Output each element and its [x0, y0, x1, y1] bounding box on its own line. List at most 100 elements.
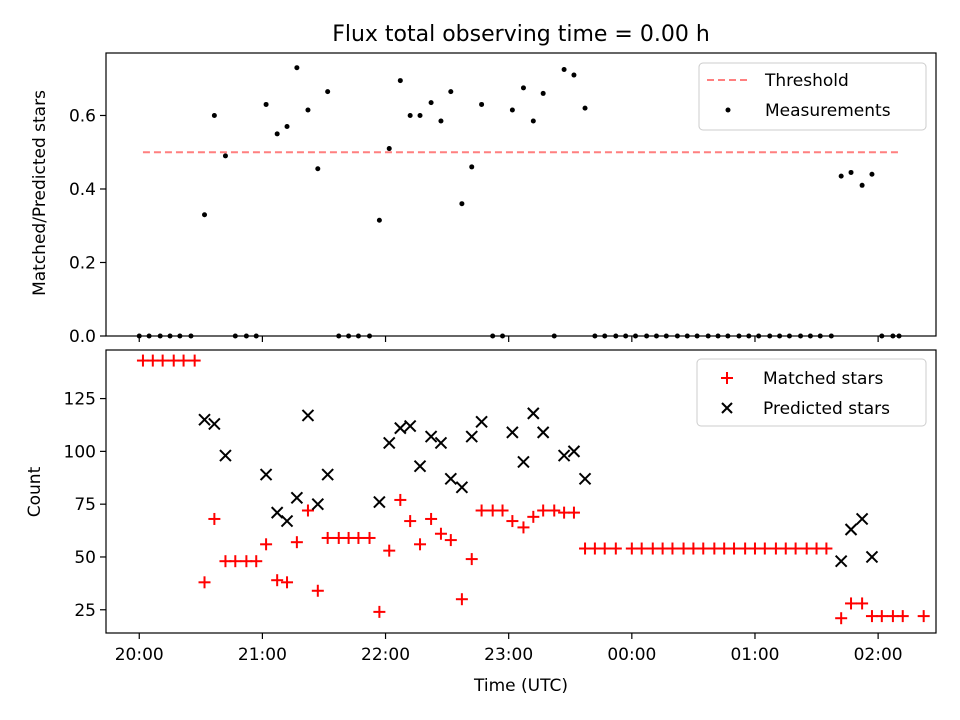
matched-star-point	[290, 536, 303, 549]
matched-star-point	[465, 553, 478, 566]
predicted-star-point	[198, 413, 211, 426]
matched-star-point	[434, 527, 447, 540]
measurement-point	[869, 171, 875, 177]
matched-star-point	[250, 555, 263, 568]
legend-threshold-label: Threshold	[764, 71, 849, 91]
predicted-star-point	[403, 419, 417, 433]
measurement-point	[448, 89, 454, 95]
y-tick-label: 75	[74, 495, 96, 515]
legend-predicted-swatch	[721, 402, 733, 414]
matched-star-point	[517, 521, 530, 534]
matched-star-point	[414, 538, 427, 551]
measurement-point	[561, 67, 567, 73]
predicted-star-point	[465, 430, 478, 443]
y-tick-label: 0.0	[69, 327, 96, 347]
measurement-point	[438, 118, 444, 124]
measurement-point	[315, 166, 321, 172]
matched-star-point	[229, 555, 242, 568]
measurement-point	[530, 118, 536, 124]
predicted-star-point	[567, 445, 581, 458]
matched-star-point	[444, 534, 457, 547]
matched-star-point	[260, 538, 273, 551]
measurement-point	[848, 169, 854, 175]
measurement-point	[263, 101, 269, 107]
predicted-star-point	[578, 472, 592, 486]
matched-star-point	[609, 542, 622, 555]
matched-star-point	[896, 610, 909, 623]
legend-measurements-swatch	[725, 107, 731, 113]
matched-star-point	[917, 610, 930, 623]
predicted-star-point	[383, 436, 396, 450]
predicted-star-point	[413, 459, 427, 473]
matched-star-point	[394, 493, 407, 506]
measurement-point	[520, 85, 526, 91]
measurement-point	[211, 112, 217, 118]
x-tick-label: 00:00	[607, 645, 656, 665]
measurement-point	[274, 131, 280, 137]
predicted-star-point	[424, 430, 438, 443]
y-tick-label: 0.4	[69, 180, 96, 200]
predicted-star-point	[373, 495, 386, 509]
measurement-point	[407, 112, 413, 118]
predicted-star-point	[855, 512, 869, 526]
count-panel-y-ticks: 25 50 75 100 125	[64, 390, 106, 621]
matched-star-point	[548, 504, 561, 517]
matched-star-point	[537, 504, 550, 517]
measurement-point	[222, 153, 228, 159]
predicted-star-point	[444, 472, 458, 486]
series-matched-stars	[136, 354, 930, 625]
matched-star-point	[567, 506, 580, 519]
matched-star-point	[425, 512, 438, 525]
matched-star-point	[373, 605, 386, 618]
matched-star-point	[728, 542, 741, 555]
legend-measurements-label: Measurements	[765, 101, 891, 121]
predicted-star-point	[455, 481, 469, 494]
x-tick-label: 21:00	[238, 645, 287, 665]
ratio-panel-marks	[136, 65, 902, 339]
measurement-point	[428, 100, 434, 106]
legend-matched-swatch	[721, 372, 733, 384]
matched-star-point	[820, 542, 833, 555]
matched-star-point	[383, 544, 396, 557]
matched-star-point	[527, 510, 540, 523]
y-tick-label: 25	[74, 601, 96, 621]
matched-star-point	[311, 584, 324, 597]
measurement-point	[417, 112, 423, 118]
measurement-point	[305, 107, 311, 113]
y-tick-label: 0.2	[69, 253, 96, 273]
predicted-star-point	[844, 523, 858, 536]
ratio-panel-legend: Threshold Measurements	[698, 62, 927, 131]
predicted-star-point	[536, 426, 550, 439]
predicted-star-point	[394, 421, 407, 435]
measurement-point	[582, 105, 588, 111]
predicted-star-point	[208, 417, 221, 431]
matched-star-point	[198, 576, 211, 589]
matched-star-point	[635, 542, 648, 555]
predicted-star-point	[434, 436, 448, 450]
predicted-star-point	[834, 554, 848, 568]
matched-star-point	[321, 531, 334, 544]
x-tick-label: 01:00	[730, 645, 779, 665]
measurement-point	[376, 217, 382, 223]
measurement-point	[202, 212, 208, 218]
matched-star-point	[363, 531, 376, 544]
predicted-star-point	[517, 455, 530, 469]
measurement-point	[509, 107, 515, 113]
ratio-panel: Matched/Predicted stars 0.0 0.2 0.4 0.6 Thr…	[30, 52, 937, 347]
matched-star-point	[404, 515, 417, 528]
matched-star-point	[789, 542, 802, 555]
x-tick-label: 20:00	[115, 645, 164, 665]
predicted-star-point	[506, 426, 519, 439]
matched-star-point	[177, 354, 190, 367]
ratio-panel-frame	[105, 52, 937, 337]
matched-star-point	[835, 612, 848, 625]
predicted-star-point	[290, 491, 304, 505]
x-tick-label: 02:00	[854, 645, 903, 665]
predicted-star-point	[259, 468, 273, 481]
y-tick-label: 50	[74, 548, 96, 568]
matched-star-point	[301, 504, 314, 517]
y-tick-label: 100	[64, 442, 96, 462]
matched-star-point	[758, 542, 771, 555]
series-predicted-stars	[198, 407, 879, 568]
